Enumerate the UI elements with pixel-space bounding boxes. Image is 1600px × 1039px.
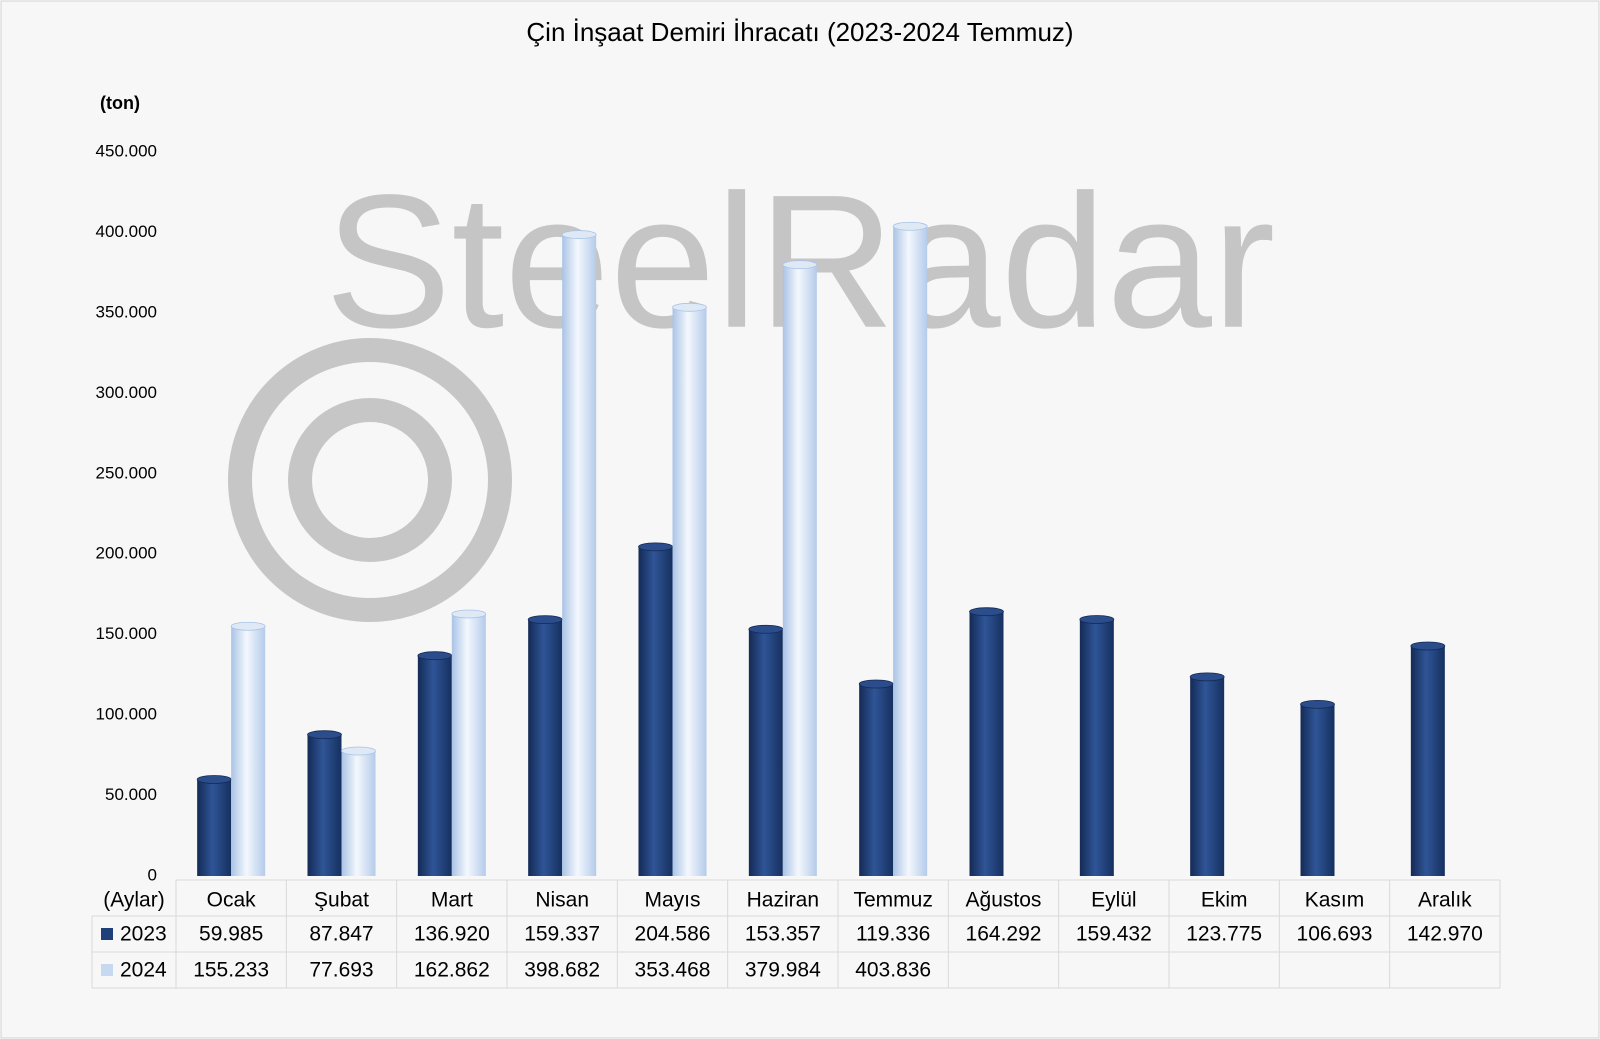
y-tick-label: 200.000 <box>96 544 157 563</box>
x-tick-label: Nisan <box>535 889 589 912</box>
data-label: 164.292 <box>966 923 1042 946</box>
x-tick-label: Şubat <box>314 889 369 912</box>
bar <box>562 234 597 877</box>
y-tick-label: 150.000 <box>96 624 157 643</box>
x-tick-label: Eylül <box>1091 889 1137 912</box>
data-label: 119.336 <box>856 923 930 946</box>
x-tick-label: Aralık <box>1418 889 1472 912</box>
y-tick-label: 350.000 <box>96 302 157 321</box>
legend-label: 2024 <box>120 959 167 982</box>
legend-marker <box>101 964 113 976</box>
bar <box>451 613 486 876</box>
bar <box>782 264 817 876</box>
y-tick-label: 400.000 <box>96 222 157 241</box>
data-label: 204.586 <box>635 923 711 946</box>
watermark-logo <box>288 398 452 562</box>
x-tick-label: Mart <box>431 889 473 912</box>
data-label: 162.862 <box>414 959 490 982</box>
y-tick-label: 250.000 <box>96 463 157 482</box>
bar <box>341 751 376 876</box>
y-tick-label: 100.000 <box>96 705 157 724</box>
bar <box>672 307 707 876</box>
legend-marker <box>101 928 113 940</box>
x-tick-label: Kasım <box>1305 889 1365 912</box>
data-label: 106.693 <box>1297 923 1373 946</box>
data-label: 353.468 <box>635 959 711 982</box>
bar-top <box>561 230 597 239</box>
x-tick-label: Haziran <box>747 889 819 912</box>
bar <box>231 626 266 876</box>
bar-top <box>341 746 376 756</box>
y-tick-label: 0 <box>148 865 157 884</box>
data-label: 398.682 <box>524 959 600 982</box>
bar-top <box>672 302 707 312</box>
bar <box>893 226 928 876</box>
bar-top <box>858 679 894 689</box>
x-axis-label: (Aylar) <box>103 889 164 912</box>
watermark-logo <box>228 338 512 622</box>
bar <box>528 619 563 876</box>
data-label: 123.775 <box>1186 923 1262 946</box>
data-label: 136.920 <box>414 923 490 946</box>
data-label: 159.337 <box>524 923 600 946</box>
bar <box>1300 704 1335 876</box>
bar-top <box>196 775 232 784</box>
data-label: 159.432 <box>1076 923 1152 946</box>
bar <box>197 779 232 876</box>
bar-top <box>969 607 1004 617</box>
bar-top <box>638 542 673 552</box>
data-label: 77.693 <box>309 959 373 982</box>
y-tick-label: 450.000 <box>96 141 157 160</box>
bar-top <box>748 624 784 634</box>
y-axis-label: (ton) <box>100 93 140 113</box>
x-tick-label: Ekim <box>1201 889 1248 912</box>
bar <box>307 734 342 876</box>
data-label: 403.836 <box>855 959 931 982</box>
data-label: 153.357 <box>745 923 821 946</box>
bar-top <box>1079 615 1115 624</box>
x-tick-label: Ağustos <box>966 889 1042 912</box>
data-label: 379.984 <box>745 959 821 982</box>
bar-top <box>1410 641 1446 651</box>
bar-top <box>782 260 818 270</box>
y-tick-label: 300.000 <box>96 383 157 402</box>
data-label: 155.233 <box>193 959 269 982</box>
legend-label: 2023 <box>120 923 167 946</box>
bar-top <box>451 609 487 619</box>
y-tick-label: 50.000 <box>105 785 157 804</box>
data-label: 59.985 <box>199 923 263 946</box>
bar-top <box>1300 699 1335 709</box>
bar-top <box>230 621 266 631</box>
x-tick-label: Temmuz <box>853 889 932 912</box>
bar-top <box>527 615 563 625</box>
bar <box>748 629 783 876</box>
x-tick-label: Mayıs <box>644 889 700 912</box>
bar <box>1079 619 1114 876</box>
bar <box>969 611 1004 876</box>
data-label: 142.970 <box>1407 923 1483 946</box>
bar-top <box>1189 672 1225 682</box>
x-tick-label: Ocak <box>207 889 257 912</box>
bar-top <box>892 221 928 231</box>
bar <box>859 684 894 876</box>
data-label: 87.847 <box>309 923 373 946</box>
bar <box>1410 645 1445 876</box>
bar <box>1190 676 1225 876</box>
bar-top <box>307 730 342 740</box>
chart-title: Çin İnşaat Demiri İhracatı (2023-2024 Te… <box>526 17 1073 47</box>
bar-top <box>417 651 453 661</box>
bar <box>638 546 673 876</box>
bar <box>417 655 452 876</box>
